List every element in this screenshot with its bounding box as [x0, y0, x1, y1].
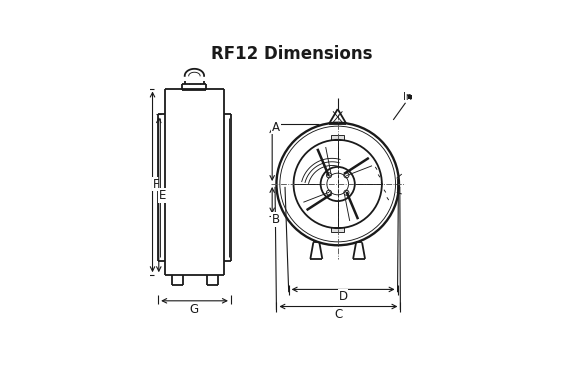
Bar: [331, 227, 344, 232]
Text: In: In: [402, 92, 412, 102]
Text: C: C: [334, 308, 343, 321]
Bar: [331, 135, 344, 140]
Text: B: B: [272, 213, 280, 226]
Text: RF12 Dimensions: RF12 Dimensions: [211, 44, 373, 63]
Text: A: A: [272, 121, 280, 134]
Text: G: G: [190, 303, 199, 316]
Text: E: E: [158, 189, 166, 202]
Text: F: F: [153, 178, 159, 191]
Text: D: D: [339, 290, 348, 303]
Bar: [408, 95, 412, 100]
